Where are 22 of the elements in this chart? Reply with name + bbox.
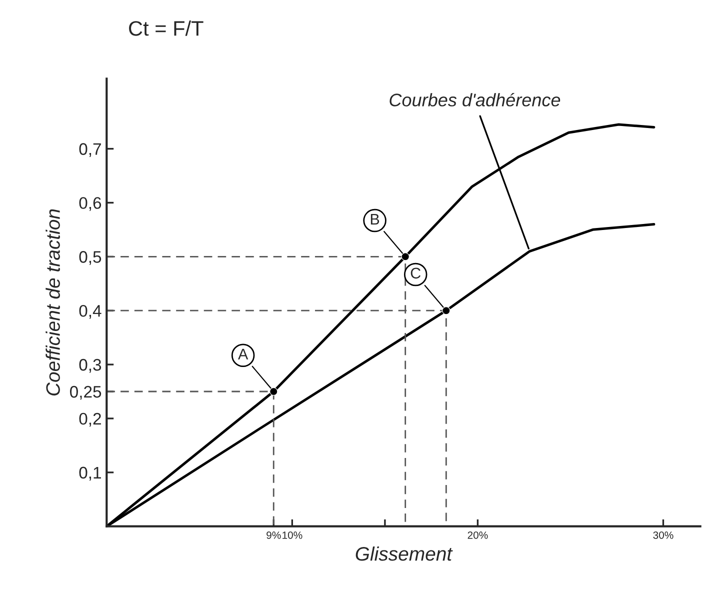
y-tick-label: 0,6 [79, 197, 102, 211]
y-tick-label: 0,25 [70, 386, 102, 400]
x-tick-label: 9% [266, 531, 281, 539]
x-axis-title: Glissement [356, 546, 453, 561]
x-tick-label: 20% [468, 531, 488, 539]
chart-title: Ct = F/T [129, 20, 204, 36]
x-tick-label: 30% [653, 531, 674, 539]
x-tick-label: 10% [282, 531, 302, 539]
y-tick-label: 0,5 [79, 251, 102, 265]
y-tick-label: 0,1 [79, 466, 101, 481]
annotation: Courbes d'adhérence [390, 92, 560, 106]
annotation: C [410, 268, 421, 279]
y-axis-title: Coefficient de traction [46, 209, 60, 396]
point [270, 387, 278, 396]
point [401, 252, 410, 261]
y-tick-label: 0,4 [79, 304, 102, 319]
y-tick-label: 0,3 [79, 358, 102, 373]
annotation: B [370, 214, 380, 224]
y-tick-label: 0,2 [79, 412, 101, 427]
annotation: A [238, 348, 248, 360]
point [442, 306, 450, 315]
y-tick-label: 0,7 [79, 143, 101, 157]
